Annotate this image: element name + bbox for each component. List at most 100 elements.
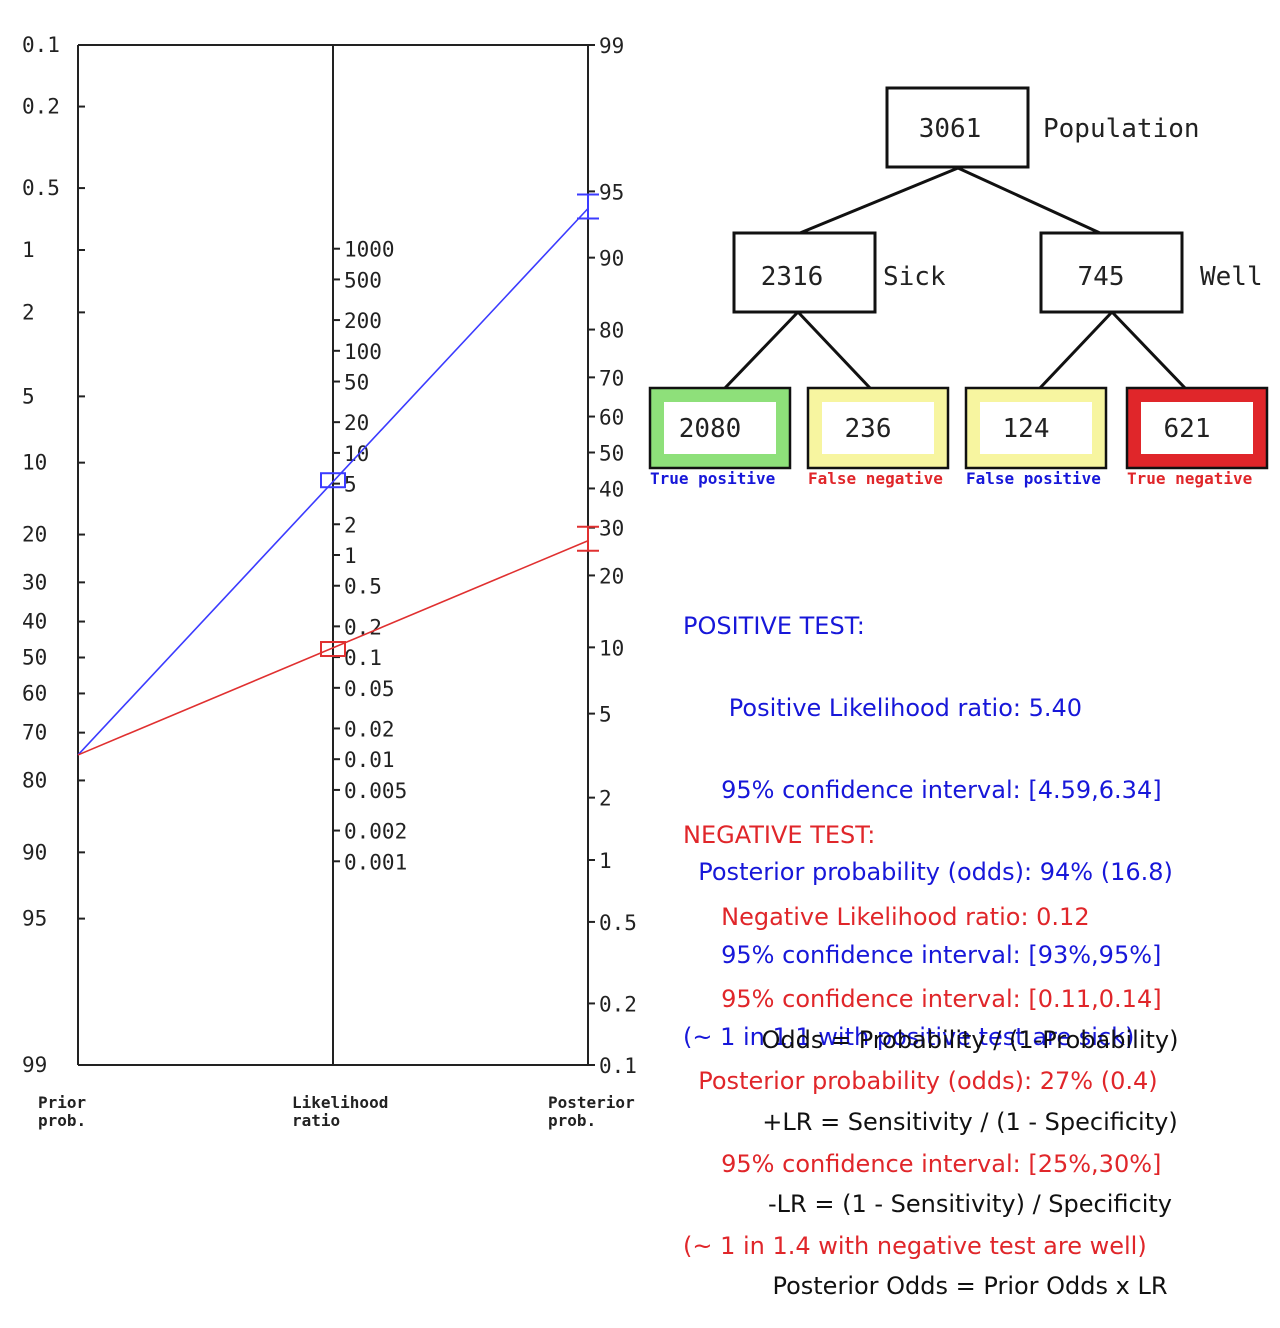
posterior-tick-label: 60 — [599, 406, 624, 430]
sick-label: Sick — [883, 262, 946, 292]
posterior-tick-label: 5 — [599, 703, 612, 727]
leaf-value: 2080 — [679, 414, 742, 444]
formula-line: -LR = (1 - Sensitivity) / Specificity — [768, 1190, 1172, 1219]
positive-lr-marker — [320, 472, 346, 489]
population-tree: 3061 Population 2316 Sick 745 Well 2080 T… — [648, 86, 1269, 488]
prior-tick-label: 95 — [22, 907, 47, 931]
lr-tick-label: 50 — [344, 371, 369, 395]
lr-tick-label: 0.005 — [344, 779, 407, 803]
formula-line: Odds = Probability / (1-Probability) — [761, 1025, 1179, 1054]
negative-heading: NEGATIVE TEST: — [683, 820, 876, 849]
formula-line: Posterior Odds = Prior Odds x LR — [772, 1272, 1168, 1301]
lr-ticks: 10005002001005020105210.50.20.10.050.020… — [333, 238, 407, 874]
population-label: Population — [1043, 114, 1200, 144]
prior-tick-label: 20 — [22, 523, 47, 547]
prior-caption-line2: prob. — [38, 1111, 86, 1130]
lr-tick-label: 500 — [344, 268, 382, 292]
lr-tick-label: 10 — [344, 442, 369, 466]
prior-tick-label: 0.5 — [22, 176, 60, 200]
leaf-box-inner — [822, 402, 934, 454]
nomogram: 0.1 0.2 0.5 1 2 5 10 20 30 40 50 60 70 80 90 95 99 1000 5… — [22, 33, 637, 1130]
negative-line: Posterior probability (odds): 27% (0.4) — [683, 1067, 1158, 1096]
positive-line: 95% confidence interval: [93%,95%] — [683, 940, 1162, 969]
posterior-tick-label: 0.5 — [599, 911, 637, 935]
posterior-tick-label: 90 — [599, 247, 624, 271]
positive-line: Posterior probability (odds): 94% (16.8) — [683, 858, 1173, 887]
leaf-value: 621 — [1164, 414, 1211, 444]
prior-tick-label: 70 — [22, 721, 47, 745]
posterior-tick-label: 10 — [599, 636, 624, 660]
leaf-box-inner — [664, 402, 776, 454]
lr-tick-label: 1000 — [344, 238, 395, 262]
posterior-tick-label: 20 — [599, 564, 624, 588]
lr-tick-label: 200 — [344, 309, 382, 333]
edge-sick-tp — [723, 310, 800, 390]
positive-test-panel: POSITIVE TEST: Positive Likelihood ratio… — [683, 558, 1173, 1079]
edge-sick-fn — [796, 310, 872, 390]
negative-line: Negative Likelihood ratio: 0.12 — [683, 903, 1090, 932]
leaf-caption: True negative — [1127, 469, 1252, 488]
positive-heading: POSITIVE TEST: — [683, 611, 865, 640]
sick-value: 2316 — [761, 262, 824, 292]
negative-test-line — [77, 539, 589, 756]
lr-tick-label: 0.02 — [344, 717, 395, 741]
prior-tick-label: 50 — [22, 645, 47, 669]
lr-tick-label: 1 — [344, 544, 357, 568]
edge-pop-sick — [799, 166, 959, 235]
prior-tick-label: 10 — [22, 451, 47, 475]
prior-tick-label: 0.1 — [22, 33, 60, 57]
posterior-tick-label: 70 — [599, 366, 624, 390]
well-label: Well — [1200, 262, 1263, 292]
lr-tick-label: 20 — [344, 411, 369, 435]
edge-well-fp — [1038, 310, 1114, 390]
posterior-tick-label: 99 — [599, 34, 624, 58]
edge-well-tn — [1110, 310, 1187, 390]
leaf-boxes: 2080 True positive 236 False negative 124 Fal… — [648, 386, 1269, 488]
edge-pop-well — [957, 166, 1101, 235]
leaf-caption: False positive — [966, 469, 1101, 488]
prior-tick-label: 90 — [22, 840, 47, 864]
prior-tick-label: 2 — [22, 300, 35, 324]
leaf-caption: True positive — [650, 469, 775, 488]
posterior-tick-label: 80 — [599, 319, 624, 343]
lr-caption-line1: Likelihood — [292, 1093, 388, 1112]
negative-line: 95% confidence interval: [0.11,0.14] — [683, 985, 1162, 1014]
posterior-tick-label: 95 — [599, 180, 624, 204]
population-box — [885, 86, 1030, 169]
leaf-value: 124 — [1003, 414, 1050, 444]
posterior-tick-label: 0.1 — [599, 1054, 637, 1078]
posterior-tick-label: 0.2 — [599, 992, 637, 1016]
lr-tick-label: 0.1 — [344, 646, 382, 670]
lr-tick-label: 2 — [344, 513, 357, 537]
posterior-caption-line1: Posterior — [548, 1093, 635, 1112]
posterior-tick-label: 50 — [599, 442, 624, 466]
prior-tick-label: 30 — [22, 570, 47, 594]
negative-lr-marker — [320, 641, 346, 658]
leaf-caption: False negative — [808, 469, 943, 488]
formulas-panel: Odds = Probability / (1-Probability) +LR… — [700, 972, 1240, 1328]
leaf-value: 236 — [845, 414, 892, 444]
formula-line: +LR = Sensitivity / (1 - Specificity) — [762, 1108, 1178, 1137]
prior-tick-label: 80 — [22, 768, 47, 792]
positive-test-line — [77, 207, 589, 756]
posterior-caption-line2: prob. — [548, 1111, 596, 1130]
posterior-tick-label: 2 — [599, 787, 612, 811]
lr-tick-label: 0.01 — [344, 748, 395, 772]
population-value: 3061 — [919, 114, 982, 144]
prior-tick-label: 60 — [22, 681, 47, 705]
well-box — [1039, 231, 1184, 314]
negative-posterior-marker — [577, 525, 599, 552]
well-value: 745 — [1078, 262, 1125, 292]
positive-line: 95% confidence interval: [4.59,6.34] — [683, 776, 1162, 805]
lr-tick-label: 5 — [344, 473, 357, 497]
prior-tick-label: 99 — [22, 1053, 47, 1077]
leaf-box-inner — [980, 402, 1092, 454]
prior-tick-label: 0.2 — [22, 95, 60, 119]
figure-canvas: 0.1 0.2 0.5 1 2 5 10 20 30 40 50 60 70 80 90 95 99 1000 5… — [22, 33, 1269, 1130]
prior-ticks: 0.1 0.2 0.5 1 2 5 10 20 30 40 50 60 70 80 90 95 99 — [22, 33, 85, 1077]
prior-caption-line1: Prior — [38, 1093, 86, 1112]
prior-tick-label: 1 — [22, 238, 35, 262]
lr-tick-label: 0.5 — [344, 575, 382, 599]
posterior-ticks: 99 95 90 80 70 60 50 40 30 20 10 5 2 1 0.5 0.2 0.1 — [588, 34, 637, 1078]
prior-tick-label: 40 — [22, 610, 47, 634]
